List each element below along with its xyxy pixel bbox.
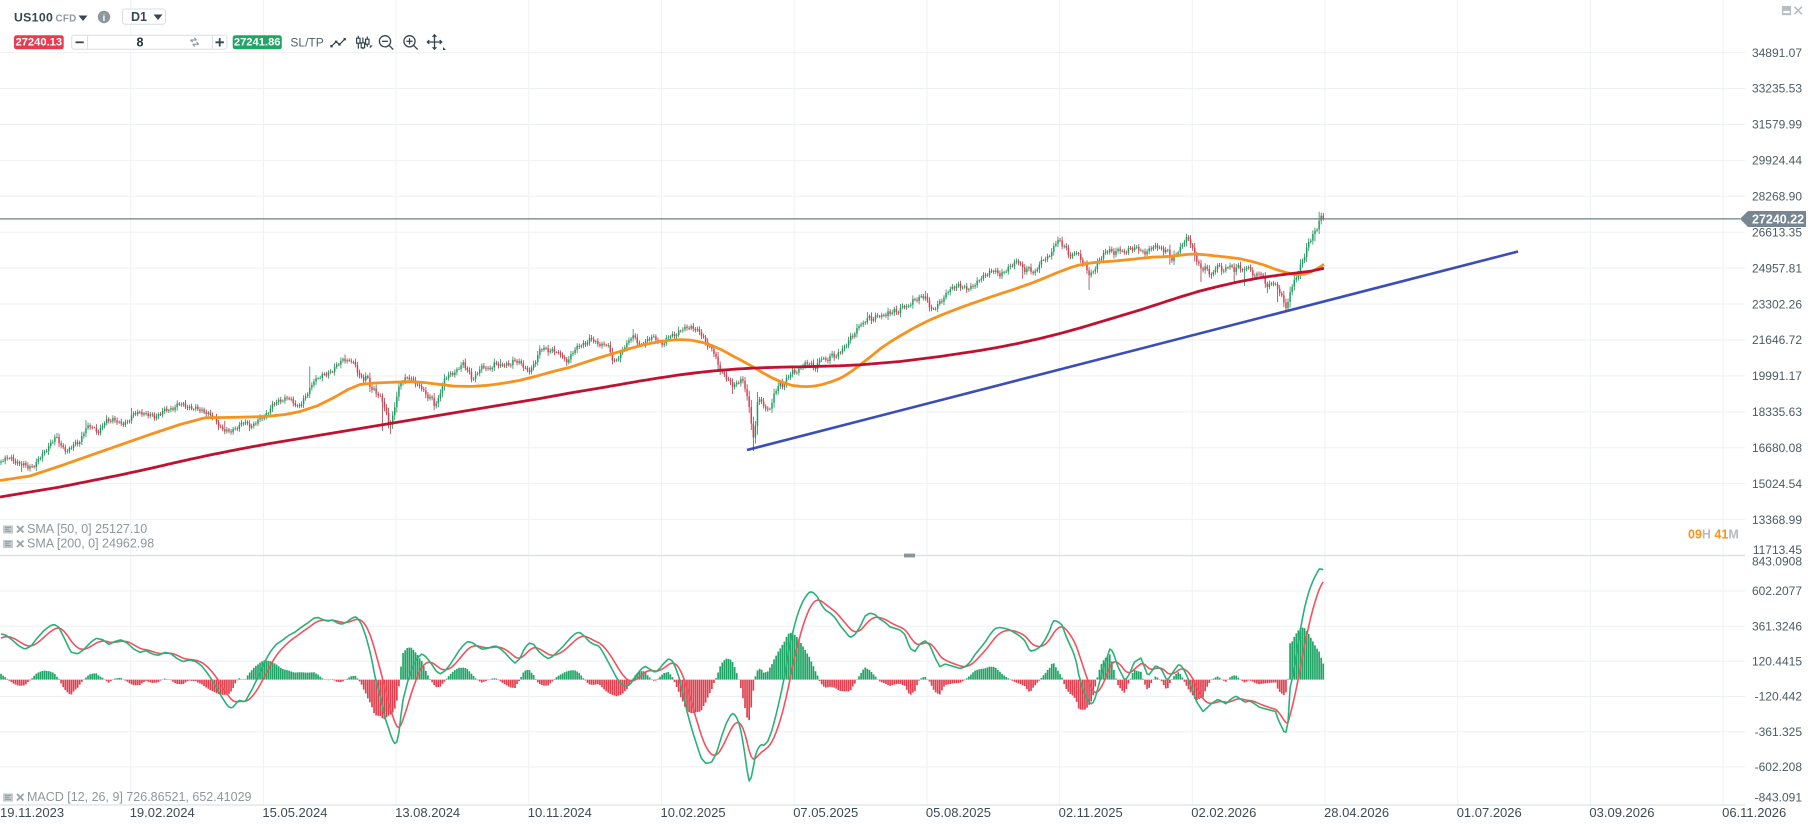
svg-text:09H 41M: 09H 41M xyxy=(1688,528,1739,542)
svg-text:06.11.2026: 06.11.2026 xyxy=(1722,805,1786,820)
svg-text:19991.17: 19991.17 xyxy=(1752,369,1802,383)
svg-text:31579.99: 31579.99 xyxy=(1752,118,1802,132)
svg-text:11713.45: 11713.45 xyxy=(1753,543,1802,557)
svg-text:27241.86: 27241.86 xyxy=(234,37,281,49)
svg-text:34891.07: 34891.07 xyxy=(1752,46,1802,60)
svg-text:29924.44: 29924.44 xyxy=(1752,154,1802,168)
svg-text:8: 8 xyxy=(137,35,144,49)
svg-text:US100: US100 xyxy=(14,11,53,25)
svg-text:602.2077: 602.2077 xyxy=(1752,584,1802,598)
svg-text:361.3246: 361.3246 xyxy=(1752,619,1802,633)
svg-text:21646.72: 21646.72 xyxy=(1752,333,1802,347)
svg-text:26613.35: 26613.35 xyxy=(1752,225,1802,239)
svg-text:02.11.2025: 02.11.2025 xyxy=(1059,805,1123,820)
svg-text:13368.99: 13368.99 xyxy=(1752,513,1802,527)
svg-text:-602.208: -602.208 xyxy=(1755,760,1803,774)
svg-text:10.11.2024: 10.11.2024 xyxy=(528,805,592,820)
svg-text:33235.53: 33235.53 xyxy=(1752,82,1802,96)
svg-text:D1: D1 xyxy=(131,10,147,24)
svg-text:28268.90: 28268.90 xyxy=(1752,189,1802,203)
svg-text:18335.63: 18335.63 xyxy=(1752,405,1802,419)
svg-text:03.09.2026: 03.09.2026 xyxy=(1589,805,1654,820)
svg-text:02.02.2026: 02.02.2026 xyxy=(1191,805,1256,820)
svg-text:SMA [50, 0] 25127.10: SMA [50, 0] 25127.10 xyxy=(27,522,147,536)
svg-text:28.04.2026: 28.04.2026 xyxy=(1324,805,1389,820)
svg-text:27240.13: 27240.13 xyxy=(15,37,62,49)
svg-text:-120.442: -120.442 xyxy=(1755,690,1803,704)
svg-text:19.11.2023: 19.11.2023 xyxy=(0,805,64,820)
svg-text:120.4415: 120.4415 xyxy=(1752,655,1802,669)
svg-text:13.08.2024: 13.08.2024 xyxy=(395,805,460,820)
svg-text:24957.81: 24957.81 xyxy=(1752,261,1802,275)
svg-text:CFD: CFD xyxy=(56,13,77,24)
svg-text:01.07.2026: 01.07.2026 xyxy=(1457,805,1522,820)
svg-text:i: i xyxy=(103,13,106,24)
svg-text:16680.08: 16680.08 xyxy=(1752,441,1802,455)
svg-text:-361.325: -361.325 xyxy=(1755,725,1803,739)
svg-text:27240.22: 27240.22 xyxy=(1752,212,1804,226)
svg-text:15024.54: 15024.54 xyxy=(1752,477,1802,491)
svg-text:MACD [12, 26, 9] 726.86521, 65: MACD [12, 26, 9] 726.86521, 652.41029 xyxy=(27,790,252,804)
svg-text:19.02.2024: 19.02.2024 xyxy=(130,805,195,820)
svg-text:843.0908: 843.0908 xyxy=(1752,555,1802,569)
svg-text:07.05.2025: 07.05.2025 xyxy=(793,805,858,820)
svg-text:10.02.2025: 10.02.2025 xyxy=(661,805,726,820)
svg-text:SL/TP: SL/TP xyxy=(290,35,323,49)
svg-text:-843.091: -843.091 xyxy=(1755,791,1803,805)
svg-text:15.05.2024: 15.05.2024 xyxy=(262,805,327,820)
svg-text:05.08.2025: 05.08.2025 xyxy=(926,805,991,820)
svg-text:SMA [200, 0] 24962.98: SMA [200, 0] 24962.98 xyxy=(27,537,154,551)
svg-text:23302.26: 23302.26 xyxy=(1752,297,1802,311)
